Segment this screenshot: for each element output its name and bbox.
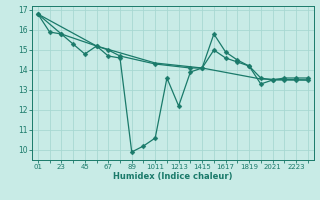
X-axis label: Humidex (Indice chaleur): Humidex (Indice chaleur) <box>113 172 233 181</box>
